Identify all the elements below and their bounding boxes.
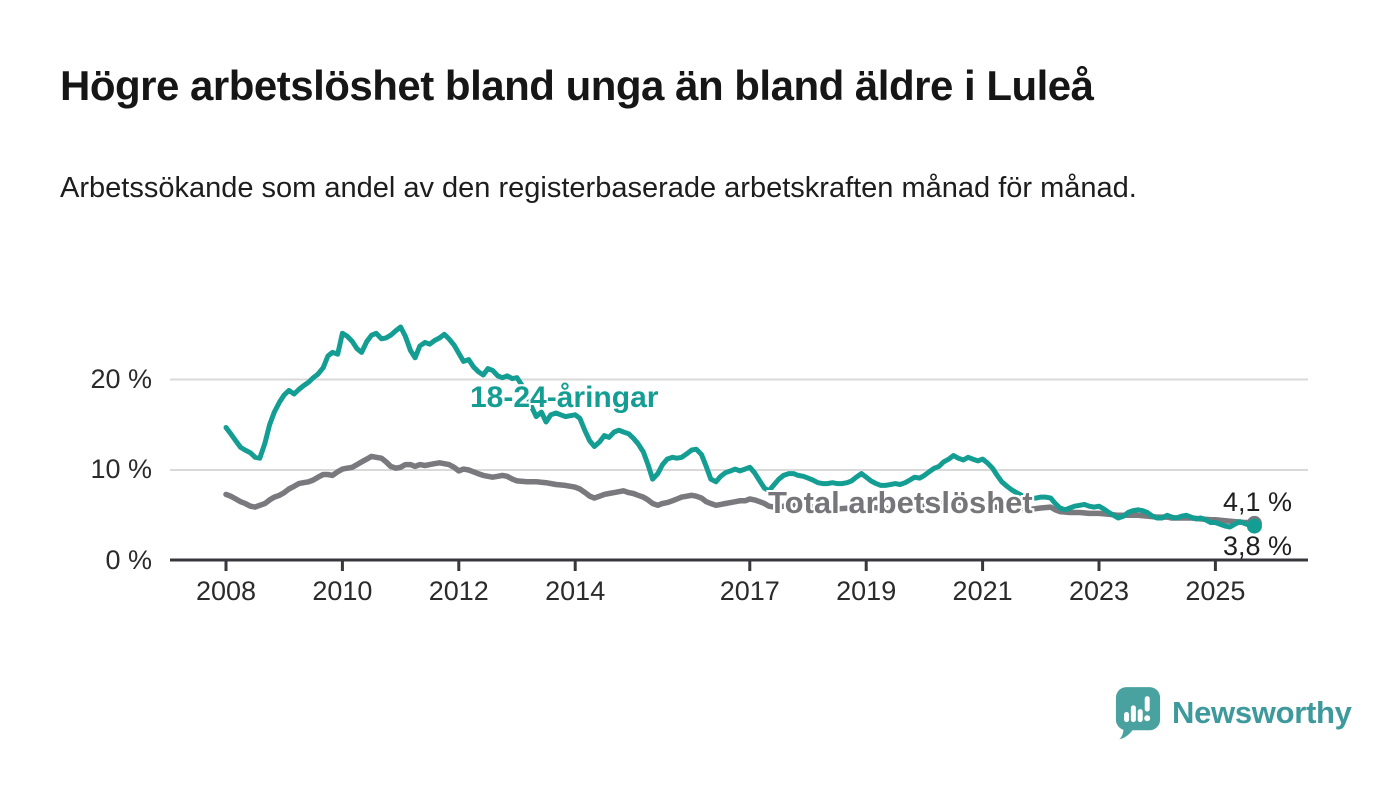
latest-value-label-total: 4,1 % xyxy=(1222,487,1292,517)
series-line-total xyxy=(223,453,1258,527)
series-end-dot-total xyxy=(1246,515,1262,531)
series-label-total: Total arbetslöshet xyxy=(768,485,1033,520)
x-axis-tick-label: 2021 xyxy=(952,576,1013,606)
y-axis-tick-label: 10 % xyxy=(90,454,152,484)
x-axis-tick-label: 2023 xyxy=(1068,576,1130,606)
newsworthy-logo: Newsworthy xyxy=(1114,686,1352,740)
x-axis-tick-label: 2017 xyxy=(719,576,780,606)
x-axis-tick-label: 2019 xyxy=(836,576,897,606)
exclamation-dot xyxy=(1144,715,1151,722)
x-axis-tick-label: 2014 xyxy=(545,576,606,606)
series-line-young xyxy=(223,324,1257,530)
x-axis-tick-label: 2008 xyxy=(195,576,257,606)
y-axis-tick-label: 0 % xyxy=(105,544,152,575)
bar-medium xyxy=(1137,709,1143,723)
y-axis-tick-label: 20 % xyxy=(90,363,152,394)
bar-tall xyxy=(1130,705,1136,723)
x-axis-tick-label: 2010 xyxy=(312,576,373,606)
exclamation-bar xyxy=(1144,696,1150,712)
latest-value-label-young: 3,8 % xyxy=(1222,531,1292,561)
speech-bubble-tail xyxy=(1119,726,1135,740)
bar-small xyxy=(1124,712,1130,723)
series-label-young: 18-24-åringar xyxy=(470,381,659,414)
newsworthy-wordmark: Newsworthy xyxy=(1172,695,1352,730)
chart-subtitle: Arbetssökande som andel av den registerb… xyxy=(60,172,1137,204)
x-axis-tick-label: 2025 xyxy=(1185,576,1246,606)
chart-title: Högre arbetslöshet bland unga än bland ä… xyxy=(60,62,1094,109)
speech-bubble-shape xyxy=(1115,687,1161,731)
x-axis-tick-label: 2012 xyxy=(428,576,489,606)
bar-chart-speech-bubble-icon xyxy=(1115,687,1161,740)
